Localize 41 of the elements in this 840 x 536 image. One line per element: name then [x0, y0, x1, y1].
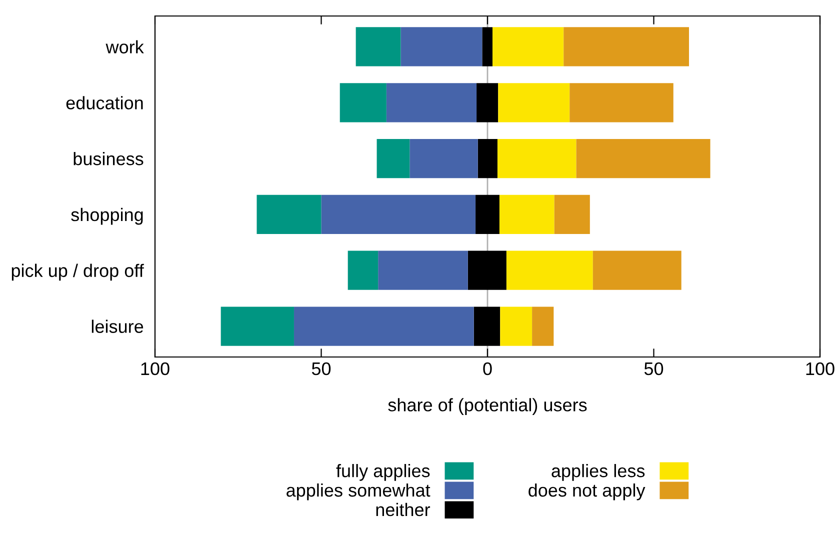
- bar: [498, 83, 570, 122]
- x-axis-title: share of (potential) users: [388, 398, 587, 415]
- bar: [321, 194, 476, 234]
- bar: [386, 83, 477, 122]
- y-tick-label: education: [66, 96, 143, 110]
- legend-label: does not apply: [528, 483, 646, 500]
- bar: [220, 306, 294, 346]
- bar: [564, 27, 689, 66]
- bar: [497, 138, 576, 178]
- x-tick-label: 100: [141, 362, 170, 376]
- bar: [348, 250, 378, 290]
- legend-label: neither: [376, 502, 430, 516]
- legend-label: fully applies: [336, 464, 430, 481]
- bar: [294, 306, 474, 346]
- bar: [356, 27, 401, 66]
- y-tick-label: leisure: [92, 320, 144, 333]
- bar: [256, 194, 322, 234]
- x-tick-label: 50: [644, 362, 664, 376]
- bar: [576, 138, 710, 178]
- bar: [340, 83, 386, 122]
- bar: [500, 306, 532, 346]
- bar: [376, 138, 410, 178]
- y-tick-label: work: [106, 40, 144, 54]
- bar: [592, 250, 682, 290]
- bar: [532, 306, 554, 346]
- y-tick-label: business: [74, 152, 144, 166]
- bar: [410, 138, 478, 178]
- legend-label: applies less: [552, 464, 645, 481]
- bar: [554, 194, 590, 234]
- y-tick-label: pick up / drop off: [12, 264, 144, 281]
- bar: [378, 250, 468, 290]
- bar: [400, 27, 482, 66]
- x-tick-label: 0: [483, 362, 492, 376]
- bar: [570, 83, 674, 122]
- bar: [506, 250, 593, 290]
- bar: [492, 27, 564, 66]
- legend-label: applies somewhat: [286, 483, 430, 500]
- y-tick-label: shopping: [71, 208, 143, 225]
- bar: [499, 194, 554, 234]
- x-tick-label: 100: [806, 362, 834, 376]
- x-tick-label: 50: [312, 362, 331, 376]
